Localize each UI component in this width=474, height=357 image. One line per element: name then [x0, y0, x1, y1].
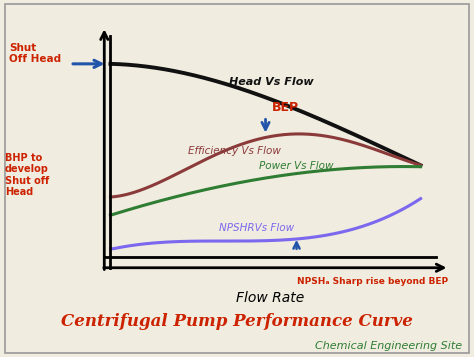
- Text: Chemical Engineering Site: Chemical Engineering Site: [315, 341, 462, 351]
- Text: Power Vs Flow: Power Vs Flow: [259, 161, 334, 171]
- Text: NPSHₐ Sharp rise beyond BEP: NPSHₐ Sharp rise beyond BEP: [297, 277, 448, 286]
- Text: BHP to
develop
Shut off
Head: BHP to develop Shut off Head: [5, 152, 49, 197]
- Text: Head Vs Flow: Head Vs Flow: [229, 77, 314, 87]
- Text: Efficiency Vs Flow: Efficiency Vs Flow: [188, 146, 281, 156]
- Text: Shut
Off Head: Shut Off Head: [9, 43, 62, 64]
- Text: Centrifugal Pump Performance Curve: Centrifugal Pump Performance Curve: [61, 313, 413, 330]
- Text: BEP: BEP: [272, 101, 299, 114]
- Text: NPSHRVs Flow: NPSHRVs Flow: [219, 223, 294, 233]
- Text: Flow Rate: Flow Rate: [236, 291, 304, 305]
